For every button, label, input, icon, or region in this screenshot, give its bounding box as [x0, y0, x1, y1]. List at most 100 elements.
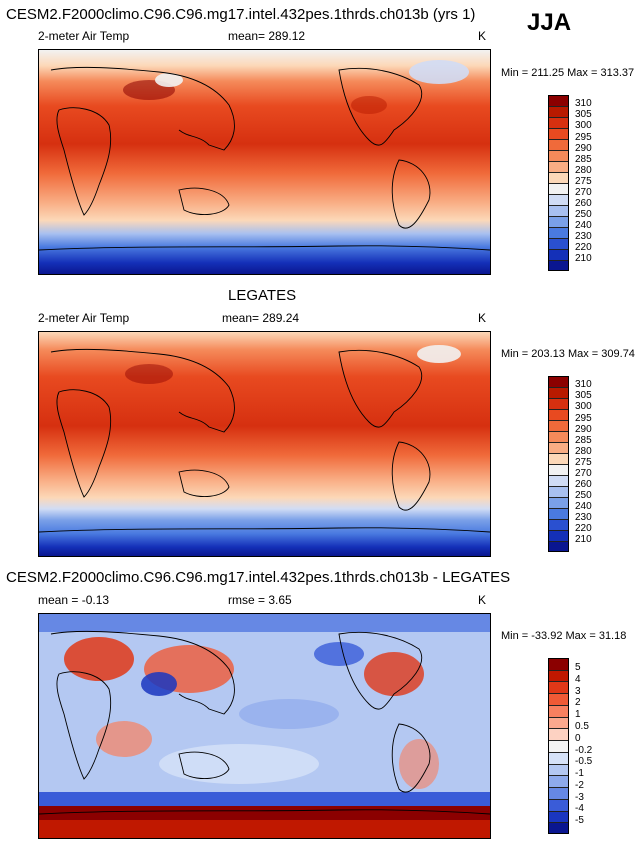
panel-2-legend-label: 290: [575, 424, 592, 435]
panel-3-legend-label: -0.5: [575, 756, 593, 767]
colorbar-swatch: [548, 420, 569, 431]
colorbar-swatch: [548, 117, 569, 128]
panel-3-mean: mean = -0.13: [38, 593, 110, 607]
panel-3-legend-label: 0.5: [575, 721, 589, 732]
colorbar-swatch: [548, 798, 569, 811]
colorbar-swatch: [548, 728, 569, 741]
colorbar-swatch: [548, 464, 569, 475]
panel-2-legend-label: 280: [575, 446, 592, 457]
colorbar-frame: [548, 658, 569, 834]
colorbar-swatch: [548, 669, 569, 682]
colorbar-swatch: [548, 161, 569, 172]
colorbar-swatch: [548, 453, 569, 464]
panel-1-legend-label: 280: [575, 165, 592, 176]
panel-2-legend-label: 210: [575, 534, 592, 545]
panel-3-map: [38, 613, 491, 839]
panel-1-legend-label: 260: [575, 198, 592, 209]
panel-3-units: K: [478, 593, 487, 607]
panel-1-legend-label: 285: [575, 154, 592, 165]
coastlines: [39, 66, 490, 251]
panel-1-legend-label: 300: [575, 120, 592, 131]
colorbar-swatch: [548, 227, 569, 238]
panel-3-legend-label: -5: [575, 815, 584, 826]
colorbar-swatch: [548, 216, 569, 227]
colorbar-swatch: [548, 205, 569, 216]
colorbar-swatch: [548, 106, 569, 117]
colorbar-swatch: [548, 519, 569, 530]
panel-1-legend-label: 270: [575, 187, 592, 198]
panel-2-legend-label: 260: [575, 479, 592, 490]
colorbar-swatch: [548, 693, 569, 706]
panel-1-legend-label: 310: [575, 98, 592, 109]
panel-3-legend-label: -4: [575, 803, 584, 814]
panel-1-mean: mean= 289.12: [228, 29, 306, 43]
panel-3-legend-label: -2: [575, 780, 584, 791]
colorbar-swatch: [548, 194, 569, 205]
panel-3-rmse: rmse = 3.65: [228, 593, 292, 607]
panel-2-legend-label: 295: [575, 413, 592, 424]
colorbar-swatch: [548, 128, 569, 139]
panel-1-legend-label: 275: [575, 176, 592, 187]
colorbar-swatch: [548, 497, 569, 508]
panel-1-map: [38, 49, 491, 275]
colorbar-swatch: [548, 260, 569, 271]
panel-1-legend-label: 230: [575, 231, 592, 242]
temperature-field: [39, 332, 490, 556]
panel-2-title: LEGATES: [228, 287, 297, 304]
panel-1-legend-label: 220: [575, 242, 592, 253]
colorbar-swatch: [548, 822, 569, 835]
panel-3-legend-label: -3: [575, 792, 584, 803]
panel-2-legend-label: 275: [575, 457, 592, 468]
colorbar-swatch: [548, 775, 569, 788]
panel-2-legend-label: 270: [575, 468, 592, 479]
panel-1-legend-label: 290: [575, 143, 592, 154]
panel-1-legend-label: 305: [575, 109, 592, 120]
panel-1-legend-label: 240: [575, 220, 592, 231]
panel-3-legend-label: 3: [575, 686, 581, 697]
colorbar-swatch: [548, 409, 569, 420]
panel-2-minmax: Min = 203.13 Max = 309.74: [501, 348, 635, 360]
colorbar-swatch: [548, 139, 569, 150]
colorbar-swatch: [548, 442, 569, 453]
colorbar-swatch: [548, 541, 569, 552]
panel-2-legend-label: 310: [575, 379, 592, 390]
colorbar-swatch: [548, 787, 569, 800]
panel-2-legend-label: 285: [575, 435, 592, 446]
colorbar-swatch: [548, 238, 569, 249]
colorbar-swatch: [548, 530, 569, 541]
colorbar-swatch: [548, 387, 569, 398]
coastlines: [39, 630, 490, 815]
panel-3-title: CESM2.F2000climo.C96.C96.mg17.intel.432p…: [6, 569, 511, 586]
colorbar-swatch: [548, 249, 569, 260]
panel-2-legend-label: 220: [575, 523, 592, 534]
panel-2-mean: mean= 289.24: [222, 311, 300, 325]
panel-3-legend-label: 1: [575, 709, 581, 720]
panel-2-map: [38, 331, 491, 557]
colorbar-swatch: [548, 763, 569, 776]
colorbar-swatch: [548, 704, 569, 717]
panel-2-variable: 2-meter Air Temp: [38, 311, 130, 325]
panel-2-legend-label: 305: [575, 390, 592, 401]
panel-1-variable: 2-meter Air Temp: [38, 29, 130, 43]
panel-2-units: K: [478, 311, 487, 325]
colorbar-swatch: [548, 681, 569, 694]
panel-1-units: K: [478, 29, 487, 43]
panel-2-legend-label: 240: [575, 501, 592, 512]
colorbar-frame: [548, 95, 569, 271]
colorbar-swatch: [548, 716, 569, 729]
season-label: JJA: [527, 9, 572, 36]
panel-2-legend-label: 250: [575, 490, 592, 501]
colorbar-swatch: [548, 172, 569, 183]
panel-1-legend-label: 210: [575, 253, 592, 264]
coastlines: [39, 348, 490, 533]
colorbar-swatch: [548, 431, 569, 442]
colorbar-swatch: [548, 475, 569, 486]
colorbar-swatch: [548, 751, 569, 764]
panel-3-legend-label: 0: [575, 733, 581, 744]
panel-3-legend-label: -0.2: [575, 745, 593, 756]
colorbar-frame: [548, 376, 569, 552]
colorbar-swatch: [548, 810, 569, 823]
colorbar-swatch: [548, 740, 569, 753]
panel-1-legend-label: 295: [575, 132, 592, 143]
panel-1-legend-label: 250: [575, 209, 592, 220]
